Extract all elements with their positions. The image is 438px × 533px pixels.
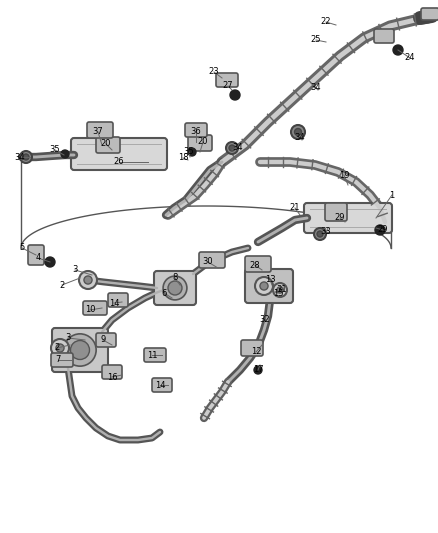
Circle shape — [229, 145, 235, 151]
Circle shape — [314, 228, 326, 240]
FancyBboxPatch shape — [188, 135, 212, 151]
Text: 14: 14 — [155, 381, 165, 390]
Circle shape — [163, 276, 187, 300]
Text: 15: 15 — [273, 288, 283, 297]
Circle shape — [260, 282, 268, 290]
Circle shape — [375, 225, 385, 235]
Text: 34: 34 — [15, 152, 25, 161]
Text: 24: 24 — [405, 53, 415, 62]
Text: 17: 17 — [253, 366, 263, 375]
FancyBboxPatch shape — [144, 348, 166, 362]
Text: 34: 34 — [311, 84, 321, 93]
Circle shape — [188, 148, 196, 156]
Text: 8: 8 — [172, 273, 178, 282]
Circle shape — [291, 125, 305, 139]
Circle shape — [317, 231, 323, 237]
FancyBboxPatch shape — [245, 256, 271, 272]
FancyBboxPatch shape — [199, 252, 225, 268]
Circle shape — [294, 128, 301, 135]
FancyBboxPatch shape — [421, 8, 438, 20]
Text: 32: 32 — [260, 316, 270, 325]
Circle shape — [71, 341, 89, 359]
FancyBboxPatch shape — [185, 123, 207, 137]
Text: 1: 1 — [389, 190, 395, 199]
FancyBboxPatch shape — [52, 328, 108, 372]
Text: 7: 7 — [55, 356, 61, 365]
FancyBboxPatch shape — [216, 73, 238, 87]
FancyBboxPatch shape — [71, 138, 167, 170]
FancyBboxPatch shape — [96, 333, 116, 347]
Circle shape — [64, 334, 96, 366]
Text: 35: 35 — [184, 148, 194, 157]
Circle shape — [255, 277, 273, 295]
Text: 37: 37 — [92, 127, 103, 136]
Text: 4: 4 — [35, 254, 41, 262]
Text: 10: 10 — [85, 305, 95, 314]
Circle shape — [277, 287, 283, 293]
Text: 25: 25 — [311, 36, 321, 44]
Text: 13: 13 — [265, 276, 276, 285]
Text: 3: 3 — [72, 265, 78, 274]
Text: 31: 31 — [277, 286, 287, 295]
Text: 20: 20 — [101, 140, 111, 149]
Text: 27: 27 — [223, 82, 233, 91]
FancyBboxPatch shape — [83, 301, 107, 315]
Circle shape — [45, 257, 55, 267]
FancyBboxPatch shape — [374, 29, 394, 43]
FancyBboxPatch shape — [304, 203, 392, 233]
Text: 5: 5 — [19, 244, 25, 253]
Circle shape — [273, 283, 287, 297]
FancyBboxPatch shape — [51, 353, 73, 367]
FancyBboxPatch shape — [108, 293, 128, 307]
Circle shape — [168, 281, 182, 295]
Circle shape — [84, 276, 92, 284]
Text: 16: 16 — [107, 373, 117, 382]
Circle shape — [79, 271, 97, 289]
Circle shape — [56, 344, 64, 352]
Text: 19: 19 — [339, 171, 349, 180]
Circle shape — [61, 150, 69, 158]
Text: 12: 12 — [251, 348, 261, 357]
Text: 29: 29 — [378, 225, 388, 235]
Text: 21: 21 — [290, 204, 300, 213]
Circle shape — [254, 366, 262, 374]
Text: 28: 28 — [250, 261, 260, 270]
Text: 35: 35 — [49, 146, 60, 155]
Text: 9: 9 — [100, 335, 106, 344]
Text: 36: 36 — [191, 127, 201, 136]
FancyBboxPatch shape — [87, 122, 113, 138]
Text: 20: 20 — [198, 138, 208, 147]
Text: 3: 3 — [65, 334, 71, 343]
Circle shape — [393, 45, 403, 55]
FancyBboxPatch shape — [241, 340, 263, 356]
Text: 33: 33 — [321, 228, 332, 237]
Text: 2: 2 — [54, 343, 60, 352]
Text: 18: 18 — [178, 154, 188, 163]
FancyBboxPatch shape — [154, 271, 196, 305]
Circle shape — [51, 339, 69, 357]
FancyBboxPatch shape — [28, 245, 44, 265]
Circle shape — [226, 142, 238, 154]
Text: 34: 34 — [295, 133, 305, 141]
FancyBboxPatch shape — [152, 378, 172, 392]
Text: 26: 26 — [114, 157, 124, 166]
Text: 14: 14 — [109, 298, 119, 308]
Circle shape — [230, 90, 240, 100]
Circle shape — [20, 151, 32, 163]
FancyBboxPatch shape — [325, 203, 347, 221]
Text: 11: 11 — [147, 351, 157, 359]
Text: 23: 23 — [208, 68, 219, 77]
FancyBboxPatch shape — [245, 269, 293, 303]
Circle shape — [23, 154, 29, 160]
Text: 6: 6 — [161, 288, 167, 297]
FancyBboxPatch shape — [96, 137, 120, 153]
Text: 22: 22 — [321, 18, 331, 27]
Text: 29: 29 — [335, 214, 345, 222]
Text: 34: 34 — [233, 142, 244, 151]
FancyBboxPatch shape — [102, 365, 122, 379]
Text: 30: 30 — [203, 257, 213, 266]
Text: 2: 2 — [60, 280, 65, 289]
